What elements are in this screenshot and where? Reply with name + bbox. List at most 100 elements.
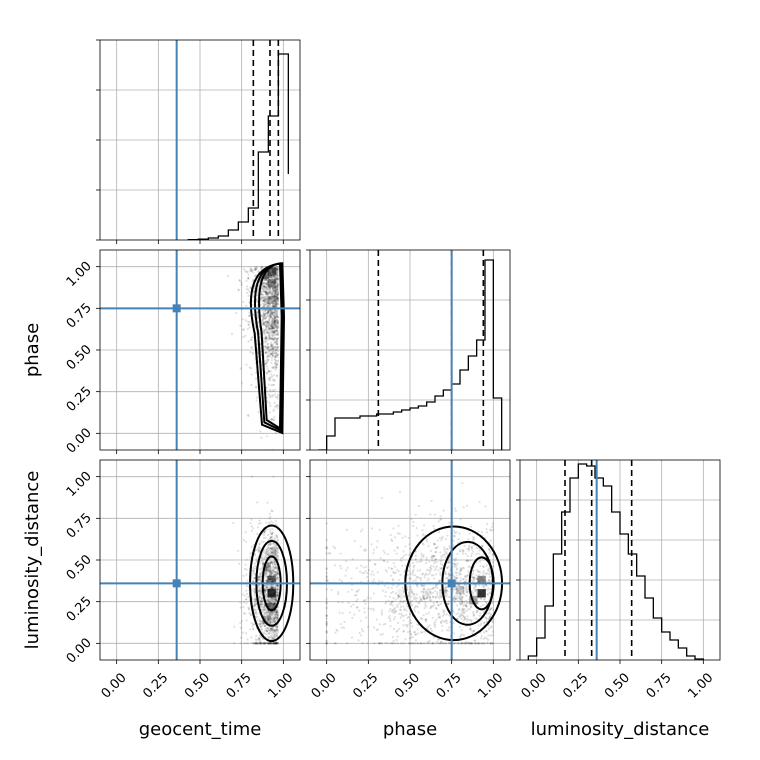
- scatter-point: [273, 290, 276, 293]
- scatter-point: [399, 642, 403, 645]
- scatter-point: [242, 328, 245, 331]
- scatter-point: [260, 293, 264, 296]
- scatter-point: [273, 303, 276, 307]
- scatter-point: [266, 300, 269, 303]
- scatter-point: [264, 275, 267, 279]
- scatter-point: [274, 388, 277, 391]
- scatter-point: [249, 367, 253, 370]
- scatter-point: [486, 592, 489, 596]
- scatter-point: [399, 599, 402, 603]
- scatter-point: [272, 634, 276, 637]
- scatter-point: [434, 550, 437, 553]
- scatter-point: [422, 555, 425, 559]
- x-tick-label: 0.25: [140, 670, 171, 701]
- scatter-point: [274, 298, 277, 301]
- grid-lines: [100, 460, 300, 660]
- scatter-point: [272, 327, 275, 330]
- scatter-point: [254, 638, 257, 641]
- scatter-point: [268, 318, 271, 322]
- scatter-point: [438, 597, 441, 600]
- scatter-point: [262, 609, 265, 612]
- scatter-point: [448, 561, 451, 564]
- scatter-point: [392, 627, 396, 631]
- scatter-point: [477, 600, 480, 603]
- scatter-point: [275, 593, 278, 597]
- scatter-point: [265, 337, 268, 340]
- scatter-point: [475, 574, 478, 577]
- scatter-point: [393, 549, 396, 552]
- scatter-point: [400, 559, 403, 562]
- scatter-point: [260, 642, 263, 645]
- scatter-point: [268, 642, 271, 645]
- scatter-point: [269, 316, 273, 319]
- scatter-point: [276, 322, 279, 325]
- scatter-point: [271, 300, 274, 303]
- scatter-point: [269, 309, 272, 313]
- scatter-point: [266, 610, 270, 614]
- scatter-point: [271, 290, 275, 293]
- scatter-point: [265, 585, 268, 588]
- scatter-point: [271, 612, 274, 615]
- scatter-point: [264, 324, 267, 327]
- scatter-point: [271, 326, 275, 330]
- scatter-point: [254, 642, 258, 645]
- scatter-point: [471, 632, 474, 635]
- scatter-point: [253, 597, 257, 600]
- scatter-point: [270, 617, 273, 620]
- scatter-point: [273, 289, 276, 292]
- scatter-point: [263, 314, 266, 317]
- scatter-point: [466, 601, 469, 605]
- scatter-point: [432, 565, 435, 568]
- scatter-point: [491, 561, 495, 564]
- scatter-point: [272, 275, 275, 278]
- scatter-point: [416, 605, 419, 608]
- scatter-point: [455, 557, 458, 560]
- scatter-point: [359, 545, 362, 548]
- scatter-point: [269, 277, 272, 280]
- scatter-point: [269, 390, 272, 393]
- scatter-point: [276, 284, 279, 288]
- scatter-point: [246, 579, 249, 582]
- scatter-point: [274, 630, 277, 633]
- scatter-point: [271, 615, 274, 619]
- scatter-point: [394, 598, 397, 601]
- scatter-point: [487, 578, 490, 582]
- scatter-point: [270, 627, 273, 630]
- scatter-point: [273, 299, 276, 302]
- scatter-point: [265, 568, 268, 572]
- scatter-point: [273, 358, 276, 361]
- scatter-point: [268, 571, 272, 575]
- scatter-point: [462, 566, 465, 570]
- scatter-point: [239, 601, 242, 604]
- scatter-point: [262, 290, 265, 293]
- scatter-point: [275, 550, 279, 553]
- scatter-point: [245, 568, 248, 571]
- scatter-point: [261, 322, 265, 325]
- scatter-point: [269, 314, 272, 318]
- scatter-point: [265, 630, 268, 633]
- scatter-point: [265, 309, 268, 312]
- scatter-point: [474, 639, 477, 642]
- scatter-point: [267, 305, 270, 308]
- scatter-point: [453, 535, 456, 538]
- scatter-point: [325, 522, 328, 525]
- scatter-point: [268, 283, 271, 287]
- scatter-point: [275, 273, 278, 276]
- scatter-point: [470, 619, 473, 622]
- scatter-point: [276, 332, 279, 335]
- scatter-point: [274, 360, 277, 363]
- x-axis-label-luminosity_distance: luminosity_distance: [531, 719, 710, 740]
- scatter-point: [265, 356, 269, 359]
- scatter-point: [253, 553, 257, 557]
- scatter-point: [268, 291, 271, 294]
- scatter-point: [275, 534, 278, 537]
- scatter-point: [276, 555, 280, 558]
- scatter-point: [398, 491, 402, 494]
- density-cell: [267, 589, 276, 598]
- scatter-point: [263, 309, 267, 312]
- panel-content: [100, 460, 300, 660]
- scatter-point: [274, 346, 277, 349]
- scatter-point: [419, 557, 423, 560]
- scatter-point: [271, 330, 275, 333]
- scatter-point: [268, 411, 272, 414]
